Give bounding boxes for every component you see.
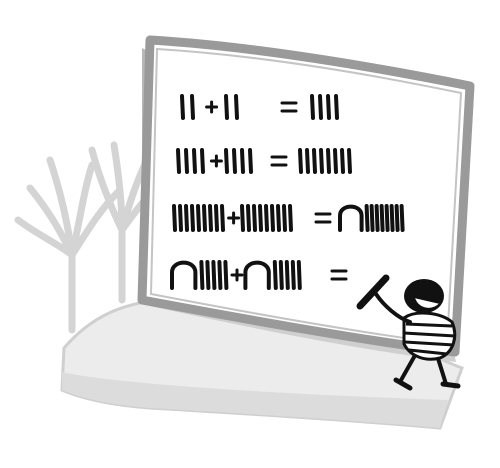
- ten-arch-mark: [338, 204, 364, 232]
- tally-mark: [312, 148, 317, 174]
- marker-icon: [356, 274, 390, 310]
- tally-mark: [224, 94, 229, 120]
- tally-mark: [200, 148, 205, 174]
- plus-sign: [209, 154, 223, 168]
- tally-mark: [208, 204, 213, 232]
- tally-mark: [296, 260, 302, 290]
- tally-mark: [172, 204, 177, 232]
- equation-row: [170, 260, 348, 290]
- tally-mark: [290, 260, 296, 290]
- left-operand: [170, 260, 229, 290]
- tally-mark: [220, 204, 225, 232]
- tally-mark: [319, 148, 324, 174]
- tally-mark: [399, 204, 405, 232]
- tally-mark: [318, 94, 323, 120]
- tally-mark: [192, 148, 197, 174]
- plus-sign: [230, 268, 244, 282]
- equals-sign: [280, 101, 298, 113]
- tally-mark: [240, 204, 245, 232]
- tally-mark: [248, 148, 253, 174]
- bare-tree-icon: [14, 141, 164, 334]
- tally-mark: [246, 204, 251, 232]
- equation-row: [176, 148, 352, 174]
- tally-mark: [305, 148, 310, 174]
- tally-mark: [310, 94, 315, 120]
- tally-mark: [379, 204, 385, 232]
- tally-mark: [333, 148, 338, 174]
- equation-area: [170, 94, 405, 290]
- tally-mark: [364, 204, 370, 232]
- result: [338, 204, 405, 232]
- tally-mark: [282, 204, 287, 232]
- equals-sign: [330, 269, 348, 281]
- tally-mark: [196, 204, 201, 232]
- tally-mark: [184, 204, 189, 232]
- tally-mark: [276, 204, 281, 232]
- tally-mark: [205, 260, 211, 290]
- plus-sign: [227, 211, 241, 225]
- tally-mark: [224, 148, 229, 174]
- tally-mark: [394, 204, 400, 232]
- tally-mark: [384, 204, 390, 232]
- tally-mark: [190, 94, 195, 120]
- tally-mark: [252, 204, 257, 232]
- equation-row: [172, 204, 405, 232]
- tally-mark: [298, 148, 303, 174]
- tally-mark: [178, 204, 183, 232]
- tally-mark: [334, 94, 339, 120]
- tally-mark: [284, 260, 290, 290]
- right-operand: [243, 260, 302, 290]
- equals-sign: [270, 155, 288, 167]
- right-operand: [224, 148, 253, 174]
- ten-arch-mark: [243, 260, 271, 290]
- tally-mark: [234, 94, 239, 120]
- tally-mark: [202, 204, 207, 232]
- equals-sign: [314, 212, 332, 224]
- tally-mark: [223, 260, 229, 290]
- tally-mark: [326, 94, 331, 120]
- tally-mark: [184, 148, 189, 174]
- tally-mark: [326, 148, 331, 174]
- tally-mark: [374, 204, 380, 232]
- tally-mark: [278, 260, 284, 290]
- tally-mark: [369, 204, 375, 232]
- tally-mark: [272, 260, 278, 290]
- tally-mark: [190, 204, 195, 232]
- tally-mark: [264, 204, 269, 232]
- equation-row: [180, 94, 339, 120]
- tally-mark: [240, 148, 245, 174]
- right-operand: [224, 94, 239, 120]
- result: [310, 94, 339, 120]
- tally-mark: [340, 148, 345, 174]
- tally-mark: [389, 204, 395, 232]
- tally-mark: [211, 260, 217, 290]
- tally-mark: [258, 204, 263, 232]
- ten-arch-mark: [170, 260, 198, 290]
- tally-mark: [270, 204, 275, 232]
- tally-mark: [347, 148, 352, 174]
- tally-mark: [176, 148, 181, 174]
- left-operand: [176, 148, 205, 174]
- tally-mark: [217, 260, 223, 290]
- tally-mark: [199, 260, 205, 290]
- tally-mark: [180, 94, 185, 120]
- left-operand: [180, 94, 195, 120]
- right-operand: [240, 204, 293, 232]
- tally-mark: [214, 204, 219, 232]
- result: [298, 148, 352, 174]
- tally-mark: [232, 148, 237, 174]
- left-operand: [172, 204, 225, 232]
- plus-sign: [205, 100, 219, 114]
- child-writing-icon: [356, 274, 461, 391]
- tally-mark: [288, 204, 293, 232]
